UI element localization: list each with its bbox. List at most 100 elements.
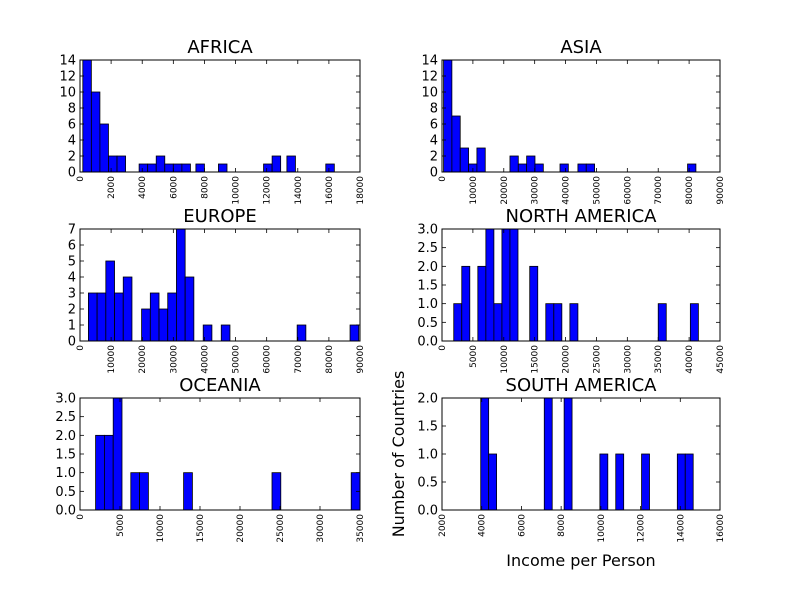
north-america-title: NORTH AMERICA: [506, 206, 658, 227]
asia-xtick-label-8: 80000: [685, 176, 695, 205]
africa-bar-3: [108, 155, 118, 173]
europe-ytick-label-1: 1: [68, 319, 76, 334]
oceania-ytick-label-2: 1.0: [55, 466, 76, 481]
africa-bar-14: [271, 155, 282, 173]
south-america-xtick-label-4: 10000: [597, 514, 607, 543]
south-america-xtick-label-0: 2000: [438, 514, 448, 537]
south-america-bar-2: [543, 397, 553, 511]
africa-xtick-label-8: 16000: [325, 176, 335, 205]
asia-bar-0: [443, 59, 453, 173]
oceania-ytick-label-4: 2.0: [55, 429, 76, 444]
north-america-ytick-label-0: 0.0: [417, 335, 438, 350]
asia-xtick-label-3: 30000: [531, 176, 541, 205]
asia-title: ASIA: [560, 37, 602, 58]
oceania-xtick-label-2: 10000: [156, 514, 166, 543]
north-america-xtick-label-0: 0: [438, 345, 448, 351]
south-america-xtick-label-2: 6000: [517, 514, 527, 537]
oceania-bar-4: [139, 472, 149, 511]
south-america-ytick-label-3: 1.5: [417, 420, 438, 435]
europe-ytick-label-4: 4: [68, 271, 76, 286]
asia-ytick-label-0: 0: [430, 166, 438, 181]
asia-xtick-label-2: 20000: [500, 176, 510, 205]
europe-xtick-label-8: 80000: [325, 345, 335, 374]
north-america-xtick-label-6: 30000: [623, 345, 633, 374]
oceania-xtick-label-0: 0: [76, 514, 86, 520]
south-america-bar-0: [480, 397, 490, 511]
asia-bar-9: [559, 163, 569, 173]
asia-bar-6: [517, 163, 528, 173]
asia-xtick-label-9: 90000: [716, 176, 726, 205]
africa-ytick-label-3: 6: [68, 118, 76, 133]
europe-ytick-label-0: 0: [68, 335, 76, 350]
africa-ytick-label-4: 8: [68, 102, 76, 117]
europe-bar-9: [176, 228, 186, 342]
europe-bar-4: [122, 276, 133, 342]
south-america-bar-7: [676, 453, 686, 511]
asia-bar-11: [585, 163, 595, 173]
europe-xtick-label-0: 0: [76, 345, 86, 351]
africa-xtick-label-6: 12000: [263, 176, 273, 205]
asia-bar-8: [534, 163, 544, 173]
north-america-bar-11: [657, 303, 667, 342]
north-america-bar-2: [477, 265, 487, 342]
europe-bar-10: [184, 276, 195, 342]
north-america-bar-8: [545, 303, 555, 342]
south-america-bar-6: [641, 453, 650, 511]
asia-bar-10: [577, 163, 587, 173]
north-america-ytick-label-2: 1.0: [417, 297, 438, 312]
north-america-bar-6: [509, 228, 519, 342]
europe-ytick-label-5: 5: [68, 255, 76, 270]
asia-xtick-label-1: 10000: [469, 176, 479, 205]
oceania-bar-2: [112, 397, 123, 511]
asia-axes-frame: [441, 59, 721, 173]
north-america-ytick-label-3: 1.5: [417, 279, 438, 294]
south-america-bar-3: [563, 397, 573, 511]
europe-xtick-label-4: 40000: [200, 345, 210, 374]
africa-bar-7: [155, 155, 166, 173]
europe-bar-0: [88, 292, 98, 342]
oceania-xtick-label-7: 35000: [356, 514, 366, 543]
europe-bar-3: [114, 292, 124, 342]
south-america-xtick-label-7: 16000: [716, 514, 726, 543]
africa-xtick-label-5: 10000: [232, 176, 242, 205]
south-america-ytick-label-2: 1.0: [417, 448, 438, 463]
asia-bar-7: [526, 155, 536, 173]
asia-ytick-label-1: 2: [430, 150, 438, 165]
africa-bar-11: [195, 163, 205, 173]
africa-axes-frame: [79, 59, 361, 173]
europe-bar-1: [96, 292, 107, 342]
south-america-bar-4: [599, 453, 609, 511]
europe-xtick-label-9: 90000: [356, 345, 366, 374]
europe-xtick-label-5: 50000: [232, 345, 242, 374]
europe-bar-8: [167, 292, 177, 342]
north-america-xtick-label-3: 15000: [531, 345, 541, 374]
africa-bar-10: [181, 163, 191, 173]
north-america-bar-1: [461, 265, 471, 342]
x-axis-label: Income per Person: [506, 551, 655, 570]
north-america-bar-9: [553, 303, 563, 342]
north-america-ytick-label-4: 2.0: [417, 260, 438, 275]
south-america-ytick-label-4: 2.0: [417, 392, 438, 407]
africa-xtick-label-0: 0: [76, 176, 86, 182]
north-america-xtick-label-2: 10000: [500, 345, 510, 374]
south-america-title: SOUTH AMERICA: [506, 375, 658, 396]
africa-bar-1: [90, 91, 101, 173]
north-america-bar-10: [569, 303, 579, 342]
oceania-bar-0: [95, 434, 105, 511]
asia-xtick-label-7: 70000: [654, 176, 664, 205]
asia-ytick-label-3: 6: [430, 118, 438, 133]
oceania-bar-1: [104, 434, 114, 511]
north-america-xtick-label-9: 45000: [716, 345, 726, 374]
africa-ytick-label-5: 10: [59, 86, 76, 101]
europe-xtick-label-7: 70000: [294, 345, 304, 374]
africa-ytick-label-6: 12: [59, 70, 76, 85]
asia-bar-4: [476, 147, 486, 173]
europe-bar-7: [158, 308, 169, 342]
europe-bar-12: [220, 324, 231, 342]
north-america-ytick-label-1: 0.5: [417, 316, 438, 331]
oceania-bar-5: [183, 472, 193, 511]
north-america-xtick-label-1: 5000: [469, 345, 479, 368]
oceania-ytick-label-5: 2.5: [55, 410, 76, 425]
